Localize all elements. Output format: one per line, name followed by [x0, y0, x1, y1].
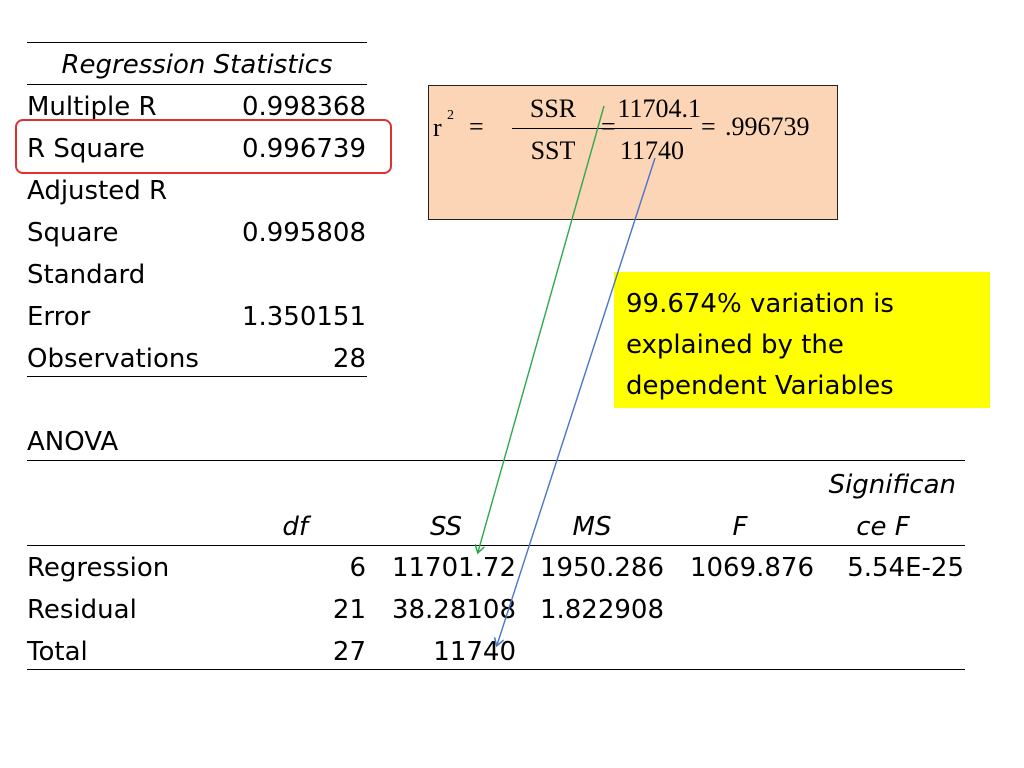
formula-numerator-ssr: SSR [529, 94, 577, 123]
anova-row-ms-regression: 1950.286 [539, 553, 664, 583]
anova-header-rule [27, 545, 965, 546]
row-label-standard-error-line1: Standard [27, 260, 146, 290]
formula-result: .996739 [725, 112, 810, 141]
formula-equals-1: = [469, 112, 484, 141]
anova-header-df: df [282, 512, 308, 542]
r-squared-formula-box: r 2 = SSR SST = 11704.1 11740 = .996739 [428, 85, 838, 220]
anova-row-ms-residual: 1.822908 [539, 595, 664, 625]
row-value-r-square: 0.996739 [241, 134, 366, 164]
anova-row-ss-total: 11740 [433, 637, 516, 667]
anova-bottom-rule [27, 669, 965, 670]
anova-row-df-total: 27 [332, 637, 366, 667]
row-value-adjusted-r-square: 0.995808 [241, 218, 366, 248]
anova-row-label-residual: Residual [27, 595, 137, 625]
row-value-standard-error: 1.350151 [241, 302, 366, 332]
anova-header-ms: MS [572, 512, 612, 542]
anova-row-df-regression: 6 [349, 553, 366, 583]
anova-row-ss-residual: 38.28108 [391, 595, 516, 625]
formula-equals-3: = [701, 112, 716, 141]
anova-header-ss: SS [429, 512, 463, 542]
row-label-adjusted-r-line2: Square [27, 218, 119, 248]
anova-row-label-total: Total [27, 637, 88, 667]
formula-fraction-bar-2 [592, 128, 692, 129]
formula-denominator-sst: SST [530, 136, 576, 165]
row-label-observations: Observations [27, 344, 199, 374]
row-label-r-square: R Square [27, 134, 145, 164]
formula-r: r [433, 113, 442, 142]
formula-r-exponent: 2 [447, 108, 454, 123]
table-top-rule [27, 42, 367, 43]
anova-header-sig-line1: Significan [828, 470, 956, 500]
anova-title: ANOVA [27, 427, 119, 457]
formula-fraction-bar-1 [512, 128, 594, 129]
anova-row-df-residual: 21 [332, 595, 366, 625]
row-label-standard-error-line2: Error [27, 302, 91, 332]
explanation-note: 99.674% variation is explained by the de… [614, 272, 990, 408]
r-square-highlight-outline [15, 119, 392, 174]
row-value-multiple-r: 0.998368 [241, 92, 366, 122]
anova-row-label-regression: Regression [27, 553, 170, 583]
table-header-rule [27, 84, 367, 85]
formula-numerator-value: 11704.1 [617, 94, 701, 123]
row-label-adjusted-r-line1: Adjusted R [27, 176, 168, 206]
anova-row-sig-regression: 5.54E-25 [847, 553, 964, 583]
anova-header-f: F [732, 512, 748, 542]
anova-top-rule [27, 460, 965, 461]
formula-denominator-value: 11740 [619, 136, 684, 165]
anova-row-f-regression: 1069.876 [689, 553, 814, 583]
anova-row-ss-regression: 11701.72 [391, 553, 516, 583]
table-bottom-rule [27, 376, 367, 377]
row-value-observations: 28 [332, 344, 366, 374]
row-label-multiple-r: Multiple R [27, 92, 157, 122]
regression-statistics-title: Regression Statistics [61, 50, 333, 80]
anova-header-sig-line2: ce F [856, 512, 910, 542]
